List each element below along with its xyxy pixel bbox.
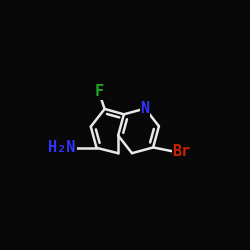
- Text: H₂N: H₂N: [48, 140, 76, 155]
- Text: F: F: [94, 84, 104, 100]
- Text: Br: Br: [172, 144, 191, 159]
- Text: N: N: [140, 101, 150, 116]
